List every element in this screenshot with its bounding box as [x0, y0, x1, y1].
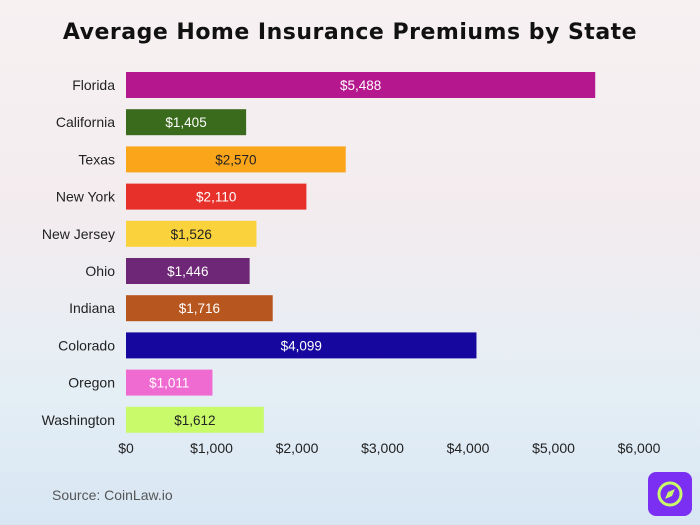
value-label-washington: $1,612 — [174, 413, 215, 428]
x-tick-label: $5,000 — [532, 440, 575, 456]
value-label-texas: $2,570 — [215, 152, 256, 167]
value-label-oregon: $1,011 — [149, 376, 189, 391]
category-label-california: California — [56, 114, 115, 130]
category-label-texas: Texas — [78, 151, 115, 167]
bar-florida — [126, 72, 596, 98]
category-label-colorado: Colorado — [58, 337, 115, 353]
category-label-indiana: Indiana — [69, 300, 115, 316]
bar-ohio — [126, 258, 250, 284]
x-tick-label: $6,000 — [618, 440, 661, 456]
bar-california — [126, 109, 247, 136]
value-label-ohio: $1,446 — [167, 264, 208, 279]
category-label-new-york: New York — [56, 189, 116, 205]
value-label-indiana: $1,716 — [179, 301, 220, 316]
category-label-ohio: Ohio — [85, 263, 115, 279]
bar-oregon — [126, 369, 213, 396]
bar-texas — [126, 146, 346, 173]
value-label-new-york: $2,110 — [196, 190, 236, 205]
bar-chart: Florida $5,488 California $1,405 Texas $2,570… — [42, 72, 661, 456]
compass-icon — [657, 481, 683, 507]
category-label-washington: Washington — [42, 412, 115, 428]
category-label-oregon: Oregon — [68, 375, 115, 391]
brand-logo — [648, 472, 692, 516]
x-tick-label: $4,000 — [447, 440, 490, 456]
chart-title: Average Home Insurance Premiums by State — [62, 20, 638, 45]
category-label-florida: Florida — [72, 77, 115, 93]
category-label-new-jersey: New Jersey — [42, 226, 115, 242]
value-label-colorado: $4,099 — [281, 338, 322, 353]
bar-new-york — [126, 183, 307, 210]
value-label-california: $1,405 — [165, 115, 206, 130]
source-caption: Source: CoinLaw.io — [52, 487, 173, 503]
x-tick-label: $1,000 — [190, 440, 233, 456]
bar-new-jersey — [126, 220, 257, 247]
x-tick-label: $3,000 — [361, 440, 404, 456]
x-tick-label: $2,000 — [276, 440, 319, 456]
bar-washington — [126, 406, 264, 433]
bar-colorado — [126, 332, 477, 359]
x-tick-label: $0 — [118, 440, 134, 456]
value-label-florida: $5,488 — [340, 78, 381, 93]
value-label-new-jersey: $1,526 — [171, 227, 212, 242]
bar-indiana — [126, 295, 273, 322]
